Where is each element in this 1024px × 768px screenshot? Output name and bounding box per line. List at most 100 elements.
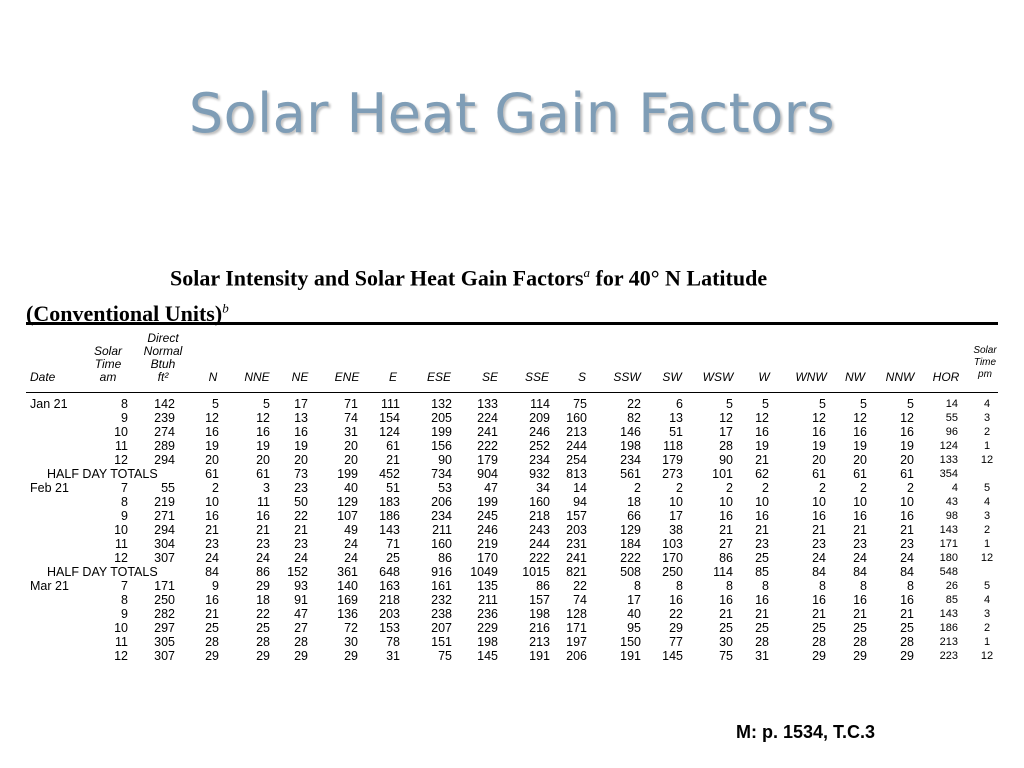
value-cell-hor: 26 (945, 580, 958, 592)
value-cell-nw: 8 (860, 579, 867, 593)
value-cell-s: 206 (566, 649, 587, 663)
value-cell-s: 14 (573, 481, 587, 495)
value-cell-ese: 86 (438, 551, 452, 565)
value-cell-hor: 96 (945, 426, 958, 438)
value-cell-nne: 86 (256, 565, 270, 579)
value-cell-ssw: 95 (627, 621, 641, 635)
value-cell-sw: 38 (669, 523, 683, 537)
table-row: 8 250 16 18 91 169 218 232 211 157 74 17 16 16 16 16 16 1… (0, 594, 1024, 607)
value-cell-n: 84 (205, 565, 219, 579)
value-cell-ese: 232 (431, 593, 452, 607)
value-cell-hor: 180 (939, 552, 958, 564)
direct-normal-cell: 307 (154, 551, 175, 565)
value-cell-w: 2 (762, 481, 769, 495)
value-cell-ene: 129 (337, 495, 358, 509)
value-cell-wnw: 24 (812, 551, 826, 565)
value-cell-sse: 191 (529, 649, 550, 663)
value-cell-hor: 186 (939, 622, 958, 634)
value-cell-sw: 179 (662, 453, 683, 467)
value-cell-nnw: 61 (900, 467, 914, 481)
value-cell-nne: 3 (263, 481, 270, 495)
value-cell-nnw: 20 (900, 453, 914, 467)
value-cell-nne: 61 (256, 467, 270, 481)
value-cell-nne: 23 (256, 537, 270, 551)
table-row: 11 304 23 23 23 24 71 160 219 244 231 184 103 27 23 23 2… (0, 538, 1024, 551)
value-cell-se: 170 (477, 551, 498, 565)
header-direct-normal-line3: Btuh (150, 357, 176, 371)
table-top-rule (26, 322, 998, 325)
value-cell-w: 8 (762, 579, 769, 593)
value-cell-se: 199 (477, 495, 498, 509)
solar-time-am-cell: 7 (121, 481, 128, 495)
value-cell-ne: 23 (294, 481, 308, 495)
value-cell-e: 31 (386, 649, 400, 663)
value-cell-nne: 29 (256, 649, 270, 663)
value-cell-wsw: 2 (726, 481, 733, 495)
header-solar-time-am-line3: am (99, 370, 117, 384)
value-cell-nw: 23 (853, 537, 867, 551)
value-cell-nw: 28 (853, 635, 867, 649)
header-nw: NW (845, 370, 865, 384)
solar-time-am-cell: 9 (121, 509, 128, 523)
header-e: E (388, 370, 397, 384)
solar-time-am-cell: 9 (121, 411, 128, 425)
value-cell-nne: 21 (256, 523, 270, 537)
totals-row: HALF DAY TOTALS 84 86 152 361 648 916 1049 1015 8… (0, 566, 1024, 579)
header-solar-time-pm: Solar Time pm (968, 345, 1002, 381)
value-cell-se: 904 (477, 467, 498, 481)
value-cell-ene: 31 (344, 425, 358, 439)
header-direct-normal-line2: Normal (143, 344, 183, 358)
value-cell-n: 20 (205, 453, 219, 467)
value-cell-e: 21 (386, 453, 400, 467)
header-solar-time-am-line1: Solar (93, 344, 122, 358)
value-cell-sse: 157 (529, 593, 550, 607)
header-ne: NE (291, 370, 309, 384)
value-cell-sw: 10 (669, 495, 683, 509)
value-cell-wnw: 29 (812, 649, 826, 663)
header-wsw: WSW (702, 370, 734, 384)
header-ssw: SSW (613, 370, 641, 384)
value-cell-ese: 207 (431, 621, 452, 635)
value-cell-ese: 199 (431, 425, 452, 439)
value-cell-sse: 252 (529, 439, 550, 453)
value-cell-e: 163 (379, 579, 400, 593)
value-cell-se: 1049 (470, 565, 498, 579)
value-cell-w: 85 (755, 565, 769, 579)
value-cell-e: 186 (379, 509, 400, 523)
solar-time-pm-cell: 4 (983, 594, 991, 606)
value-cell-hor: 14 (945, 398, 958, 410)
value-cell-nne: 16 (256, 509, 270, 523)
value-cell-s: 74 (573, 593, 587, 607)
date-label: Feb 21 (30, 481, 69, 495)
table-row: 9 282 21 22 47 136 203 238 236 198 128 40 22 21 21 21 21… (0, 608, 1024, 621)
value-cell-hor: 124 (939, 440, 958, 452)
value-cell-ne: 13 (294, 411, 308, 425)
value-cell-nnw: 84 (900, 565, 914, 579)
value-cell-se: 241 (477, 425, 498, 439)
value-cell-sse: 246 (529, 425, 550, 439)
value-cell-nnw: 2 (907, 481, 914, 495)
value-cell-sw: 13 (669, 411, 683, 425)
value-cell-ene: 29 (344, 649, 358, 663)
value-cell-w: 19 (755, 439, 769, 453)
value-cell-nne: 16 (256, 425, 270, 439)
value-cell-n: 9 (212, 579, 219, 593)
value-cell-nw: 16 (853, 509, 867, 523)
value-cell-ese: 206 (431, 495, 452, 509)
value-cell-nnw: 10 (900, 495, 914, 509)
value-cell-sse: 34 (536, 481, 550, 495)
value-cell-nw: 12 (853, 411, 867, 425)
value-cell-ese: 238 (431, 607, 452, 621)
value-cell-wsw: 27 (719, 537, 733, 551)
header-solar-time-pm-line1: Solar (973, 345, 997, 356)
table-row: 12 307 29 29 29 29 31 75 145 191 206 191 145 75 31 29 29… (0, 650, 1024, 663)
value-cell-w: 28 (755, 635, 769, 649)
value-cell-e: 78 (386, 635, 400, 649)
value-cell-sw: 170 (662, 551, 683, 565)
value-cell-wsw: 21 (719, 523, 733, 537)
value-cell-se: 135 (477, 579, 498, 593)
value-cell-w: 21 (755, 523, 769, 537)
value-cell-hor: 548 (939, 566, 958, 578)
value-cell-ssw: 222 (620, 551, 641, 565)
value-cell-w: 16 (755, 509, 769, 523)
